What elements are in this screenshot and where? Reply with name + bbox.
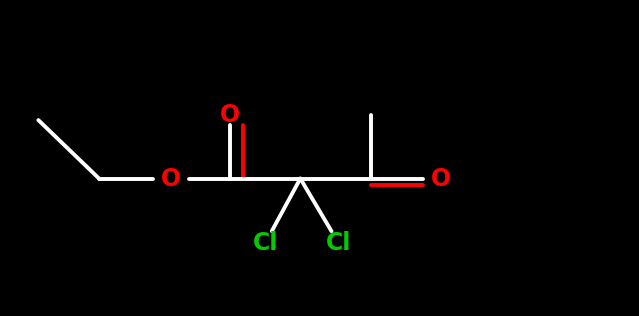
Text: Cl: Cl <box>252 231 278 255</box>
Text: Cl: Cl <box>326 231 351 255</box>
Text: O: O <box>431 167 451 191</box>
Text: O: O <box>220 103 240 127</box>
Text: O: O <box>161 167 181 191</box>
